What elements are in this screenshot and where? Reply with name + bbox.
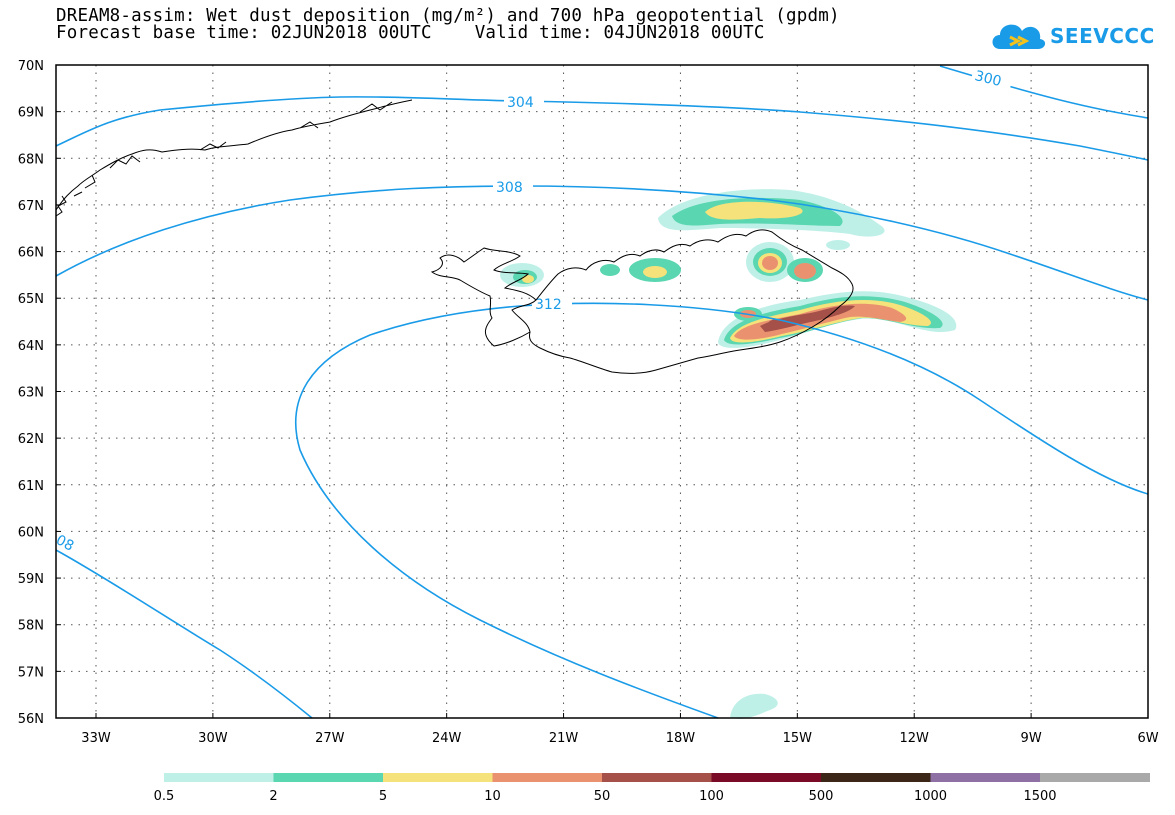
lat-label: 57N	[18, 665, 44, 680]
lon-label: 21W	[549, 731, 579, 746]
colorbar-tick-label: 1500	[1023, 789, 1056, 804]
colorbar-tick-label: 500	[809, 789, 834, 804]
colorbar-swatch	[821, 773, 931, 782]
colorbar-swatch	[930, 773, 1041, 782]
dust-patch-ne-1d	[762, 256, 778, 270]
contour-label-308-sw: 08	[53, 532, 76, 554]
lat-label: 64N	[18, 339, 44, 354]
contour-300	[939, 65, 1149, 119]
lat-label: 60N	[18, 525, 44, 540]
lat-label: 68N	[18, 152, 44, 167]
coastline-iceland-main	[529, 229, 854, 374]
contour-308-sw	[55, 549, 313, 719]
contour-label-300: 300	[973, 68, 1003, 90]
colorbar-tick-label: 50	[594, 789, 611, 804]
cloud-icon	[992, 24, 1046, 49]
lat-label: 67N	[18, 199, 44, 214]
map-subtitle: Forecast base time: 02JUN2018 00UTC Vali…	[56, 23, 765, 43]
lon-label: 6W	[1137, 731, 1158, 746]
lon-label: 24W	[432, 731, 462, 746]
lon-label: 27W	[315, 731, 345, 746]
dust-patch-south	[730, 693, 778, 719]
lon-label: 9W	[1021, 731, 1042, 746]
lat-label: 69N	[18, 106, 44, 121]
colorbar-swatch	[492, 773, 603, 782]
lon-label: 30W	[198, 731, 228, 746]
lon-label: 15W	[783, 731, 813, 746]
lat-label: 56N	[18, 712, 44, 727]
coastlines	[55, 99, 854, 374]
colorbar-tick-label: 100	[699, 789, 724, 804]
lat-label: 59N	[18, 572, 44, 587]
colorbar-swatch	[273, 773, 384, 782]
logo-text: SEEVCCC	[1050, 24, 1155, 48]
contour-312	[295, 302, 1149, 719]
colorbar: 0.5 2 5 10 50 100 500 1000 1500	[154, 773, 1150, 804]
lat-label: 58N	[18, 619, 44, 634]
dust-patch-east-small	[826, 240, 850, 250]
contour-label-304: 304	[507, 95, 534, 111]
contour-label-312: 312	[535, 297, 562, 313]
contour-308	[55, 185, 1149, 301]
graticule	[56, 65, 1148, 718]
lon-label: 18W	[666, 731, 696, 746]
colorbar-tick-label: 10	[484, 789, 501, 804]
contour-label-group: 304 300 308 312 08	[52, 63, 1014, 559]
dust-patch-north-5	[705, 201, 803, 220]
colorbar-swatch	[1040, 773, 1150, 782]
geopotential-contours	[55, 65, 1149, 719]
map-frame	[55, 64, 1149, 719]
lat-label: 63N	[18, 386, 44, 401]
colorbar-tick-label: 1000	[914, 789, 947, 804]
colorbar-tick-label: 0.5	[154, 789, 175, 804]
lat-label: 66N	[18, 246, 44, 261]
lat-label: 62N	[18, 432, 44, 447]
lat-label: 61N	[18, 479, 44, 494]
coastline-greenland	[55, 99, 413, 211]
map-title: DREAM8-assim: Wet dust deposition (mg/m²…	[56, 6, 840, 26]
colorbar-swatch	[711, 773, 822, 782]
contour-304	[55, 96, 1149, 161]
dust-patch-nw2	[600, 264, 620, 276]
colorbar-swatch	[164, 773, 274, 782]
dust-patch-n-small-b	[643, 266, 667, 278]
coastline-greenland-2	[55, 195, 67, 217]
seevccc-logo: SEEVCCC	[988, 15, 1154, 55]
colorbar-tick-label: 2	[269, 789, 277, 804]
lon-label: 33W	[81, 731, 111, 746]
axis-labels: 70N 69N 68N 67N 66N 65N 64N 63N 62N 61N 60N 59N 58N 5…	[18, 59, 1159, 746]
lat-label: 65N	[18, 292, 44, 307]
colorbar-swatch	[383, 773, 493, 782]
contour-label-308: 308	[496, 180, 523, 196]
dust-patch-ne-2b	[794, 263, 816, 279]
lon-label: 12W	[900, 731, 930, 746]
colorbar-swatch	[602, 773, 712, 782]
colorbar-tick-label: 5	[379, 789, 387, 804]
lat-label: 70N	[18, 59, 44, 74]
coastline-iceland	[430, 247, 537, 347]
dust-patch-w-c	[522, 275, 534, 283]
